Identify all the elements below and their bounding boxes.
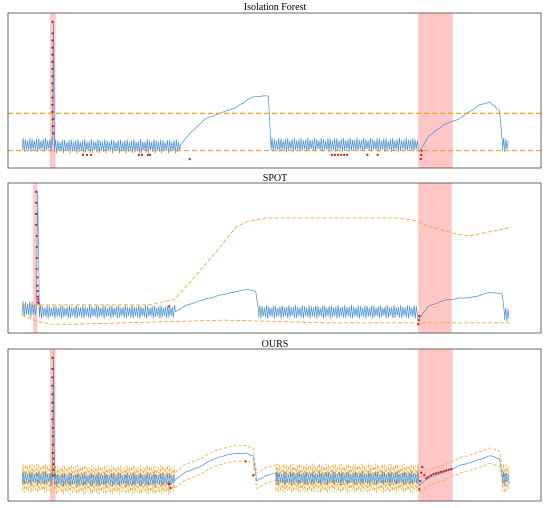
anomaly-point: [36, 257, 38, 259]
anomaly-point: [343, 154, 345, 156]
panel-frame: [8, 349, 541, 501]
anomaly-point: [430, 474, 432, 476]
anomaly-point: [38, 302, 40, 304]
anomaly-point: [423, 474, 425, 476]
anomaly-point: [35, 224, 37, 226]
anomaly-point: [36, 235, 38, 237]
anomaly-point: [36, 285, 38, 287]
panel-title-spot: SPOT: [263, 173, 287, 184]
highlight-band: [418, 183, 452, 333]
anomaly-point: [52, 444, 54, 446]
anomaly-point: [51, 357, 53, 359]
anomaly-point: [377, 154, 379, 156]
anomaly-point: [141, 154, 143, 156]
anomaly-point: [334, 154, 336, 156]
anomaly-point: [36, 246, 38, 248]
anomaly-point: [52, 469, 54, 471]
anomaly-point: [51, 82, 53, 84]
anomaly-point: [51, 61, 53, 63]
anomaly-point: [86, 154, 88, 156]
anomaly-point: [52, 118, 54, 120]
panel-ours: OURS: [8, 339, 541, 501]
anomaly-point: [37, 296, 39, 298]
anomaly-point: [52, 463, 54, 465]
anomaly-point: [51, 39, 53, 41]
anomaly-point: [417, 323, 419, 325]
anomaly-point: [418, 488, 420, 490]
anomaly-point: [51, 68, 53, 70]
anomaly-point: [51, 376, 53, 378]
anomaly-point: [51, 368, 53, 370]
anomaly-point: [346, 154, 348, 156]
anomaly-point: [51, 418, 53, 420]
anomaly-point: [437, 472, 439, 474]
anomaly-point: [425, 477, 427, 479]
anomaly-point: [51, 111, 53, 113]
anomaly-point: [421, 466, 423, 468]
panel-isolation-forest: Isolation Forest: [8, 2, 541, 168]
anomaly-point: [440, 471, 442, 473]
anomaly-point: [366, 154, 368, 156]
anomaly-point: [36, 276, 38, 278]
panel-frame: [8, 13, 541, 168]
anomaly-point: [168, 483, 170, 485]
panel-title-isolation-forest: Isolation Forest: [244, 2, 307, 13]
anomaly-point: [340, 154, 342, 156]
anomaly-point: [420, 158, 422, 160]
anomaly-point: [82, 154, 84, 156]
anomaly-point: [51, 75, 53, 77]
anomaly-point: [147, 154, 149, 156]
anomaly-point: [337, 154, 339, 156]
anomaly-point: [90, 154, 92, 156]
anomaly-point: [432, 473, 434, 475]
anomaly-point: [138, 154, 140, 156]
anomaly-point: [149, 154, 151, 156]
anomaly-point: [52, 458, 54, 460]
anomaly-point: [445, 469, 447, 471]
anomaly-point: [37, 298, 39, 300]
anomaly-point: [35, 202, 37, 204]
anomaly-point: [36, 268, 38, 270]
panel-title-ours: OURS: [262, 339, 289, 350]
anomaly-point: [35, 191, 37, 193]
anomaly-point: [169, 487, 171, 489]
anomaly-point: [51, 385, 53, 387]
anomaly-point: [450, 468, 452, 470]
anomaly-point: [418, 315, 420, 317]
anomaly-point: [427, 476, 429, 478]
anomaly-point: [443, 470, 445, 472]
anomaly-point: [421, 149, 423, 151]
anomaly-point: [37, 290, 39, 292]
anomaly-point: [35, 213, 37, 215]
anomaly-point: [51, 393, 53, 395]
anomaly-point: [244, 460, 246, 462]
anomaly-point: [168, 305, 170, 307]
anomaly-point: [252, 474, 254, 476]
anomaly-point: [52, 474, 54, 476]
anomaly-point: [52, 125, 54, 127]
anomaly-point: [418, 319, 420, 321]
anomaly-point: [52, 132, 54, 134]
panel-spot: SPOT: [8, 173, 541, 333]
anomaly-point: [52, 452, 54, 454]
anomaly-point: [51, 410, 53, 412]
anomaly-point: [420, 472, 422, 474]
anomaly-point: [51, 21, 53, 23]
anomaly-point: [51, 104, 53, 106]
anomaly-point: [331, 154, 333, 156]
anomaly-point: [420, 154, 422, 156]
anomaly-point: [448, 469, 450, 471]
anomaly-point: [51, 54, 53, 56]
anomaly-point: [51, 97, 53, 99]
anomaly-point: [52, 435, 54, 437]
anomaly-point: [51, 47, 53, 49]
anomaly-point: [435, 472, 437, 474]
anomaly-point: [419, 480, 421, 482]
anomaly-point: [52, 427, 54, 429]
anomaly-point: [51, 89, 53, 91]
anomaly-point: [51, 402, 53, 404]
anomaly-point: [51, 32, 53, 34]
anomaly-point: [189, 158, 191, 160]
